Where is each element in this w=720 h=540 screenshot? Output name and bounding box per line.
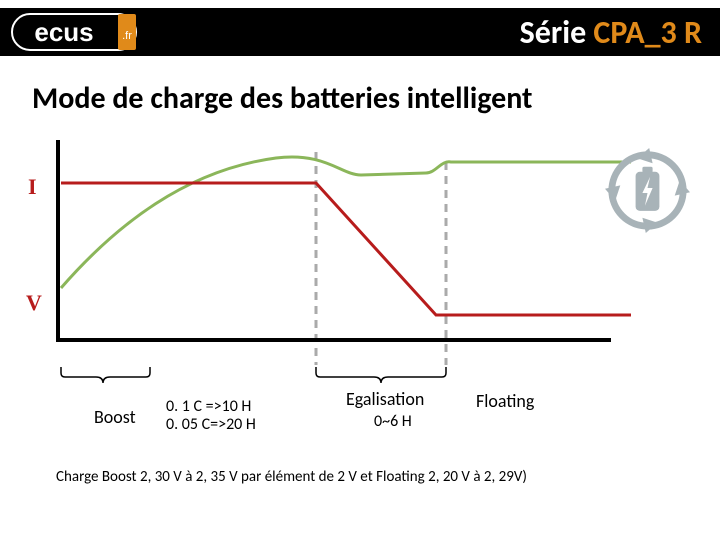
phase-labels: Boost 0. 1 C =>10 H 0. 05 C=>20 H Egalis… xyxy=(56,388,636,448)
subtitle: Mode de charge des batteries intelligent xyxy=(32,80,532,117)
axis-label-current: I xyxy=(28,174,37,200)
footer-note: Charge Boost 2, 30 V à 2, 35 V par éléme… xyxy=(56,468,527,486)
title-suffix: _3 R xyxy=(645,13,702,52)
phase-boost-label: Boost xyxy=(94,406,136,428)
title-prefix: Série xyxy=(520,13,594,52)
chart-svg xyxy=(56,140,636,370)
logo-accent: .fr xyxy=(122,30,132,42)
battery-recycle-icon xyxy=(605,148,690,233)
phase-egalisation-label: Egalisation xyxy=(346,388,424,410)
phase-boost-detail: 0. 1 C =>10 H 0. 05 C=>20 H xyxy=(166,398,256,434)
chart: I V xyxy=(56,140,636,370)
phase-floating-label: Floating xyxy=(476,390,534,412)
title-accent: CPA xyxy=(593,13,644,52)
axis-label-voltage: V xyxy=(26,290,42,316)
logo: ecus .fr xyxy=(8,8,148,56)
page-title: Série CPA_3 R xyxy=(520,13,702,52)
logo-svg: ecus .fr xyxy=(8,8,148,56)
phase-egalisation-detail: 0~6 H xyxy=(374,412,412,431)
boost-line-2: 0. 05 C=>20 H xyxy=(166,415,256,434)
boost-line-1: 0. 1 C =>10 H xyxy=(166,397,251,416)
logo-text: ecus xyxy=(34,17,93,47)
